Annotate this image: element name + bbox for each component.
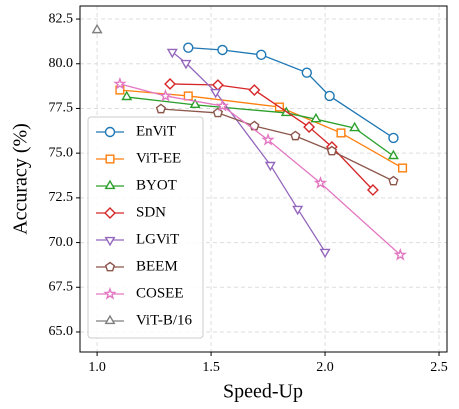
series-line [160,108,394,182]
legend-marker [105,154,115,164]
data-point [249,120,260,131]
data-point [183,91,193,101]
legend-marker [104,126,116,138]
x-tick-label: 2.0 [316,360,334,375]
data-point [189,98,201,109]
legend-box [87,116,204,339]
y-tick-label: 82.5 [49,11,74,26]
data-point [313,176,328,189]
legend-marker [103,286,117,300]
data-point [248,84,261,96]
data-point [292,205,304,216]
series-line [126,96,394,157]
data-point [155,103,167,114]
legend-label: COSEE [136,285,184,301]
data-point [158,88,173,102]
x-tick-label: 1.0 [88,360,106,375]
data-point [217,44,228,56]
data-point [91,23,103,34]
data-point [183,42,194,53]
legend-marker [104,314,116,325]
legend-label: BEEM [136,258,178,274]
legend-marker [104,179,116,190]
data-point [256,49,267,61]
legend-label: ViT-EE [136,150,181,166]
legend-label: BYOT [136,177,177,193]
legend-label: LGViT [136,231,179,247]
data-point [164,78,176,90]
data-point [398,163,408,173]
legend-marker [104,261,116,272]
data-point [387,149,399,160]
x-tick-label: 2.5 [430,360,448,375]
x-tick-label: 1.5 [202,360,220,375]
data-point [319,248,331,259]
data-point [261,132,275,146]
legend-label: EnViT [136,123,176,139]
y-tick-label: 65.0 [49,324,74,339]
data-point [290,130,301,141]
data-point [310,112,322,123]
data-point [366,184,379,196]
data-point [393,247,407,261]
data-point [113,76,127,90]
y-tick-label: 67.5 [49,279,74,294]
data-point [211,79,224,91]
legend-marker [104,207,116,219]
legend-marker [104,236,116,247]
data-point [349,121,361,132]
data-point [326,145,337,156]
y-tick-label: 77.5 [49,101,74,116]
x-axis-label: Speed-Up [223,381,303,403]
series-line [119,83,401,256]
data-point [303,121,316,133]
data-point [301,67,313,78]
legend-label: SDN [136,204,166,220]
data-point [336,128,346,138]
y-axis-label: Accuracy (%) [10,123,32,235]
y-tick-label: 80.0 [49,56,74,71]
y-tick-label: 72.5 [49,190,74,205]
y-tick-label: 75.0 [49,145,74,160]
series-line [188,47,394,139]
data-point [388,175,399,186]
plot-frame [79,5,448,353]
data-point [210,88,222,99]
data-point [215,98,230,112]
y-tick-label: 70.0 [49,235,74,250]
data-point [264,161,276,172]
legend-label: ViT-B/16 [136,312,193,328]
data-point [388,132,399,144]
data-point [324,90,335,102]
data-point [121,90,133,101]
data-point [180,59,192,70]
data-point [166,48,178,59]
